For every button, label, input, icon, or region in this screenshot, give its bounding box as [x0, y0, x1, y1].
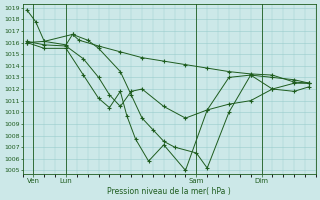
X-axis label: Pression niveau de la mer( hPa ): Pression niveau de la mer( hPa ) — [107, 187, 231, 196]
